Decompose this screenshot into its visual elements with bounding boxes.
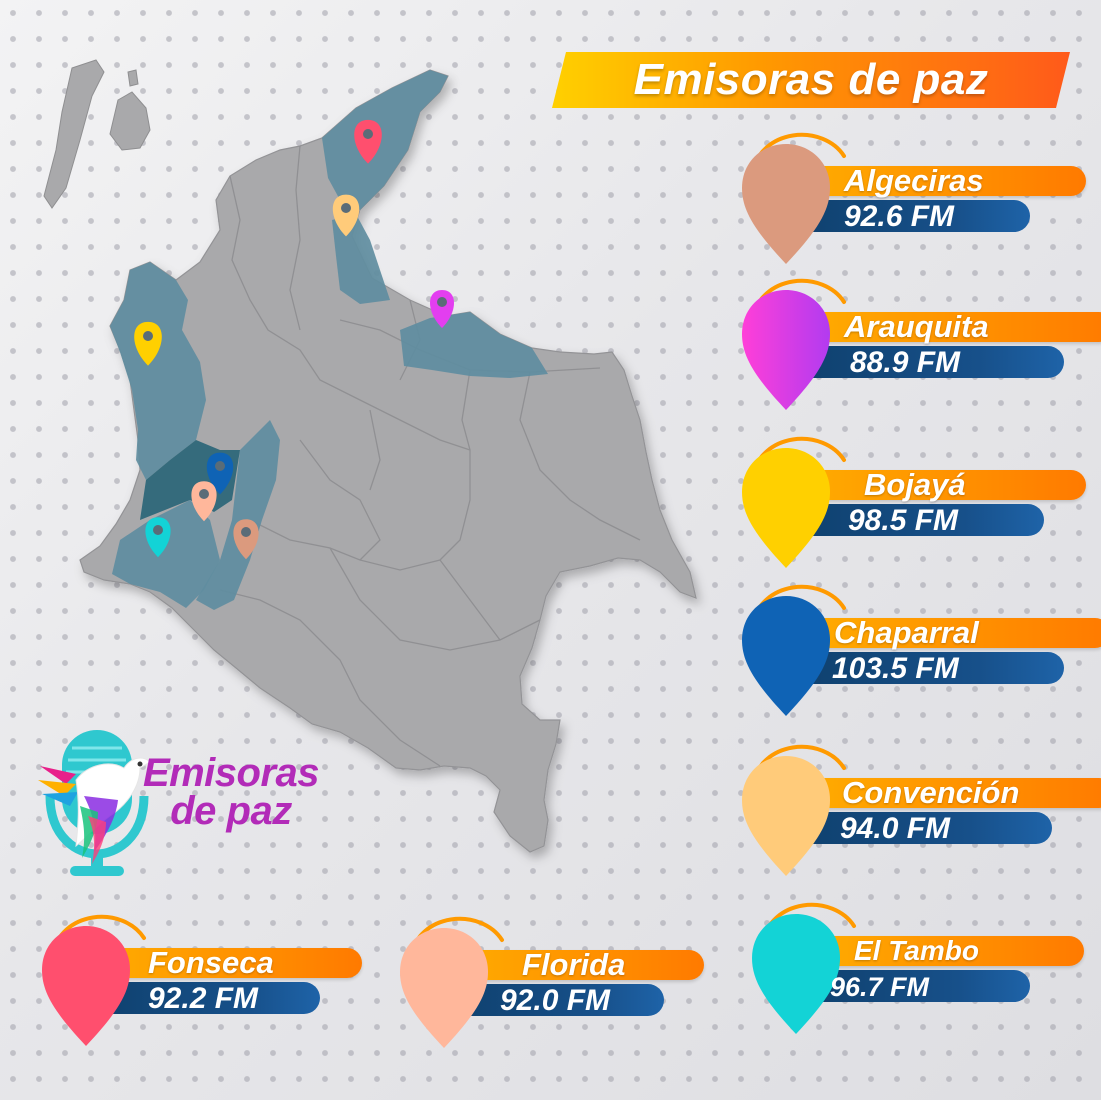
station-frequency: 98.5 FM (848, 504, 959, 537)
marker-bojaya-icon (134, 321, 162, 366)
station-name: Arauquita (844, 309, 989, 344)
station-frequency: 94.0 FM (840, 812, 951, 845)
bird-icon (38, 757, 151, 864)
station-name: Bojayá (864, 467, 966, 502)
location-pin-icon (742, 756, 830, 876)
station-frequency: 92.6 FM (844, 200, 955, 233)
name-bar (780, 618, 1101, 648)
station-name: Convención (842, 775, 1020, 810)
station-name: El Tambo (854, 935, 979, 966)
marker-fonseca-icon (354, 119, 382, 164)
location-pin-icon (42, 926, 130, 1046)
marker-algeciras-icon (233, 519, 259, 560)
marker-florida-icon (191, 481, 217, 522)
logo-line-1: Emisoras (142, 751, 320, 795)
page-title: Emisoras de paz (633, 55, 989, 104)
station-name: Fonseca (148, 945, 274, 980)
station-convencion: Convención 94.0 FM (740, 742, 1101, 882)
marker-el-tambo-icon (145, 517, 171, 558)
name-bar (780, 470, 1086, 500)
title-banner (552, 52, 1070, 108)
islands (43, 59, 151, 209)
station-frequency: 92.2 FM (148, 982, 259, 1015)
location-pin-icon (742, 448, 830, 568)
station-name: Florida (522, 947, 626, 982)
station-algeciras: Algeciras 92.6 FM (740, 130, 1086, 270)
location-pin-icon (752, 914, 840, 1034)
emisoras-logo (38, 730, 151, 876)
station-frequency: 103.5 FM (832, 652, 959, 685)
marker-arauquita-icon (430, 290, 454, 328)
marker-chaparral-icon (206, 452, 234, 495)
location-pin-icon (400, 928, 488, 1048)
location-pin-icon (742, 144, 830, 264)
marker-convencion-icon (332, 194, 360, 237)
name-bar (780, 778, 1101, 808)
station-frequency: 88.9 FM (850, 346, 961, 379)
station-name: Chaparral (834, 615, 979, 650)
highlighted-regions (110, 70, 548, 610)
logo-line-2: de paz (170, 789, 292, 833)
station-el-tambo: El Tambo 96.7 FM (750, 900, 1084, 1040)
station-frequency: 92.0 FM (500, 984, 611, 1017)
station-florida: Florida 92.0 FM (398, 914, 728, 1054)
location-pin-icon (742, 290, 830, 410)
station-chaparral: Chaparral 103.5 FM (740, 582, 1101, 722)
station-frequency: 96.7 FM (830, 972, 930, 1002)
station-fonseca: Fonseca 92.2 FM (40, 912, 370, 1052)
station-bojaya: Bojayá 98.5 FM (740, 434, 1086, 574)
map-markers (134, 119, 454, 560)
location-pin-icon (742, 596, 830, 716)
station-arauquita: Arauquita 88.9 FM (740, 276, 1101, 416)
logo-text: Emisoras de paz (136, 751, 326, 833)
name-bar (780, 312, 1101, 342)
station-name: Algeciras (844, 163, 984, 198)
name-bar (780, 166, 1086, 196)
